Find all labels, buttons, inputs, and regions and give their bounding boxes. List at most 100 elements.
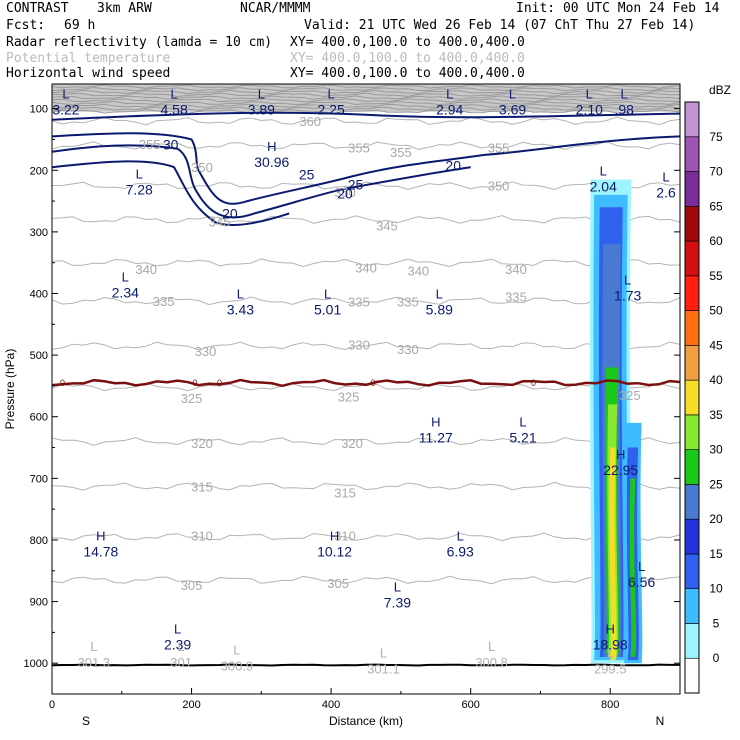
theta-label: 305 — [181, 578, 203, 593]
colorbar-label: 25 — [709, 477, 723, 491]
upper-theta-line — [51, 98, 681, 103]
theta-isoline — [51, 181, 681, 191]
extremum-value: 14.78 — [83, 543, 118, 559]
freezing-level-label: 0 — [60, 378, 65, 388]
extremum-value: 22.95 — [603, 462, 638, 478]
theta-label: 325 — [181, 391, 203, 406]
extremum-marker: L — [600, 164, 607, 179]
colorbar-label: 30 — [709, 443, 723, 457]
extremum-value: 7.28 — [126, 182, 153, 198]
theta-label: 325 — [338, 389, 360, 404]
init-time: Init: 00 UTC Mon 24 Feb 14 — [516, 1, 720, 16]
freezing-level-line — [51, 378, 681, 388]
theta-extremum-marker: L — [380, 645, 387, 660]
freezing-level-label: 0 — [217, 378, 222, 388]
freezing-level-label: 0 — [531, 378, 536, 388]
y-tick-label: 600 — [30, 412, 48, 424]
colorbar-label: 5 — [713, 616, 720, 630]
field-name-theta: Potential temperature — [6, 51, 171, 66]
colorbar-label: 75 — [709, 130, 723, 144]
extremum-marker: L — [394, 579, 401, 594]
extremum-marker: L — [457, 528, 464, 543]
y-tick-label: 1000 — [24, 658, 48, 670]
wind-speed-label: 20 — [222, 205, 238, 221]
extremum-marker: L — [122, 269, 129, 284]
colorbar-swatch — [684, 553, 700, 590]
theta-isoline — [51, 116, 681, 126]
surface-line — [51, 663, 680, 667]
field-name-reflectivity: Radar reflectivity (lamda = 10 cm) — [6, 35, 273, 50]
wind-speed-label: 25 — [348, 176, 364, 192]
colorbar-label: 70 — [709, 165, 723, 179]
colorbar-swatch — [684, 171, 700, 207]
wind-speed-label: 30 — [163, 136, 179, 152]
extremum-value: .98 — [614, 101, 634, 117]
field-name-wind: Horizontal wind speed — [6, 66, 171, 81]
theta-label: 340 — [355, 261, 377, 276]
extremum-value: 5.21 — [509, 429, 536, 445]
theta-isoline — [51, 437, 681, 446]
colorbar-swatch — [684, 657, 700, 694]
theta-label: 355 — [348, 140, 370, 155]
theta-label: 310 — [191, 529, 213, 544]
extremum-marker: L — [519, 414, 526, 429]
extremum-value: 2.6 — [656, 185, 676, 201]
model-name: 3km ARW — [97, 1, 152, 16]
wind-contour — [51, 132, 681, 205]
extremum-value: 2.34 — [112, 284, 139, 300]
y-tick-label: 500 — [30, 350, 48, 362]
y-tick-label: 400 — [30, 288, 48, 300]
y-tick-label: 700 — [30, 473, 48, 485]
extremum-value: 2.94 — [436, 101, 463, 117]
colorbar-label: 40 — [709, 373, 723, 387]
extremum-marker: L — [170, 86, 177, 101]
theta-label: 360 — [299, 114, 321, 129]
y-tick-label: 900 — [30, 597, 48, 609]
colorbar-swatch — [684, 275, 700, 311]
y-axis-title: Pressure (hPa) — [3, 349, 17, 430]
theta-extremum-marker: L — [233, 642, 240, 657]
theta-label: 310 — [334, 529, 356, 544]
colorbar-swatch — [684, 101, 700, 138]
x-tick-label: 600 — [461, 699, 479, 711]
extremum-marker: H — [431, 414, 440, 429]
colorbar-swatch — [684, 345, 700, 381]
extremum-marker: L — [62, 86, 69, 101]
wind-contour — [51, 160, 290, 227]
x-tick-label: 400 — [322, 699, 340, 711]
theta-label: 355 — [390, 145, 412, 160]
theta-label: 350 — [488, 179, 510, 194]
extremum-marker: H — [330, 528, 339, 543]
extremum-marker: L — [586, 86, 593, 101]
colorbar-label: 0 — [713, 651, 720, 665]
theta-isoline — [51, 341, 681, 351]
theta-isoline — [51, 575, 681, 585]
theta-extremum-marker: L — [90, 639, 97, 654]
theta-label: 315 — [191, 479, 213, 494]
upper-theta-line — [51, 100, 681, 106]
extremum-value: 11.27 — [419, 429, 453, 445]
field-xy-wind: XY= 400.0,100.0 to 400.0,400.0 — [290, 66, 525, 81]
field-xy-theta: XY= 400.0,100.0 to 400.0,400.0 — [290, 51, 525, 66]
theta-isoline — [51, 296, 681, 306]
theta-label: 350 — [191, 160, 213, 175]
experiment-name: CONTRAST — [6, 1, 69, 16]
plot-frame — [51, 83, 681, 695]
extremum-marker: L — [638, 559, 645, 574]
colorbar-frame — [684, 101, 700, 694]
extremum-marker: L — [136, 167, 143, 182]
extremum-marker: L — [258, 86, 265, 101]
theta-extremum-value: 301 — [170, 655, 192, 670]
extremum-value: 5.89 — [426, 302, 453, 318]
upper-theta-line — [51, 89, 680, 95]
theta-label: 320 — [191, 436, 213, 451]
x-tick-label: 800 — [601, 699, 619, 711]
colorbar: 0 5 10 15 20 25 30 35 40 45 50 55 60 65 70 75 dBZ — [684, 83, 731, 694]
colorbar-unit: dBZ — [709, 83, 731, 97]
x-tick-label: 200 — [182, 699, 200, 711]
extremum-marker: L — [436, 287, 443, 302]
plot-area: 0 0 0 0 0 355 360 355 355 355 350 350 350 345 345 340 34… — [51, 84, 681, 694]
theta-isoline — [51, 258, 681, 268]
colorbar-swatch — [684, 240, 700, 277]
